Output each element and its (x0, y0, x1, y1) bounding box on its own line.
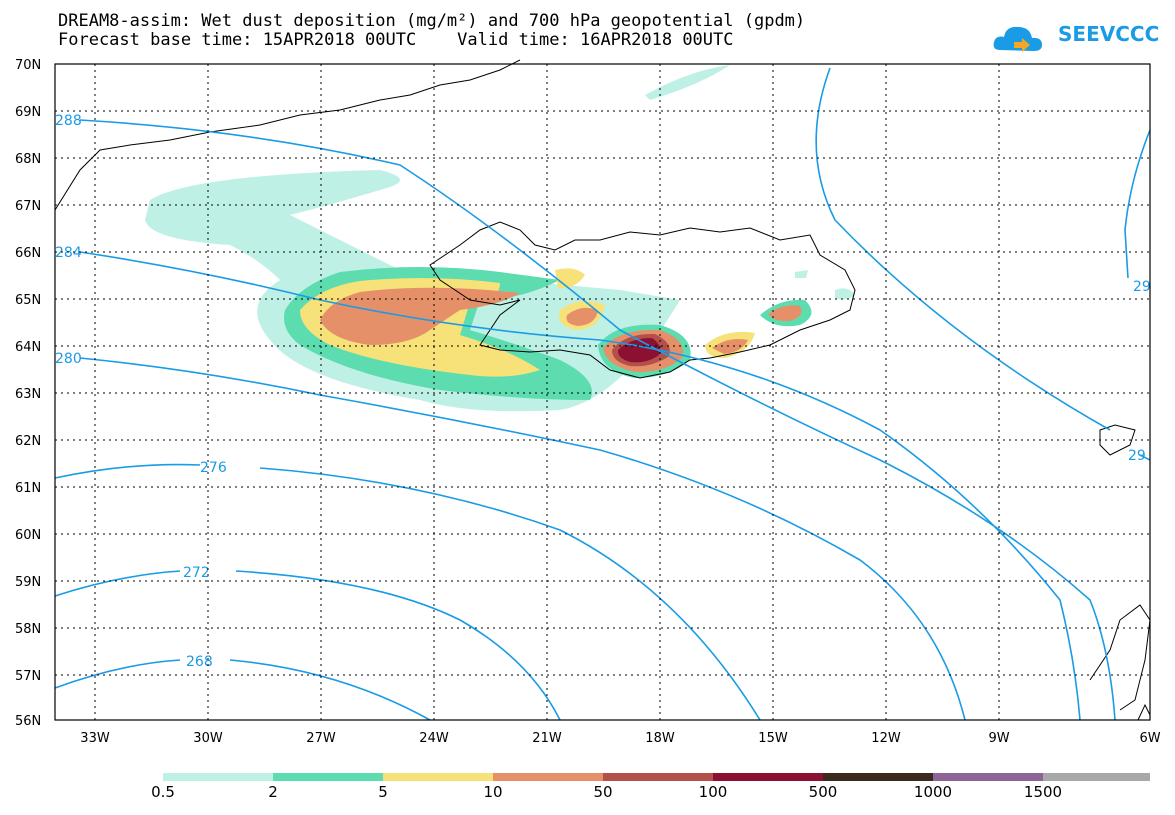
contour-label: 280 (55, 351, 82, 367)
colorbar-label: 100 (698, 783, 728, 801)
colorbar-swatch (823, 773, 933, 781)
lat-label: 59N (15, 575, 41, 590)
seevccc-logo (990, 18, 1150, 58)
lat-label: 69N (15, 105, 41, 120)
lat-label: 68N (15, 152, 41, 167)
colorbar-label: 50 (593, 783, 613, 801)
lat-label: 64N (15, 340, 41, 355)
colorbar-swatch (163, 773, 273, 781)
lat-label: 56N (15, 714, 41, 729)
lon-label: 15W (758, 731, 788, 746)
colorbar-swatch (933, 773, 1043, 781)
lon-label: 18W (645, 731, 675, 746)
contour-label: 276 (200, 460, 227, 476)
longitude-labels: 33W 30W 27W 24W 21W 18W 15W 12W 9W 6W (80, 731, 1160, 746)
graticule (55, 64, 1150, 720)
lat-label: 57N (15, 669, 41, 684)
colorbar-swatch (713, 773, 823, 781)
contour-label: 288 (55, 113, 82, 129)
title-line-2: Forecast base time: 15APR2018 00UTC Vali… (58, 30, 734, 50)
colorbar-swatch (493, 773, 603, 781)
lon-label: 30W (193, 731, 223, 746)
coastlines (54, 59, 1151, 721)
contour-labels: 288 284 280 276 272 268 29 29 (55, 113, 1151, 670)
contour-label: 29 (1128, 448, 1146, 464)
colorbar-swatch (273, 773, 383, 781)
colorbar-label: 1500 (1023, 783, 1063, 801)
lon-label: 33W (80, 731, 110, 746)
colorbar-label: 500 (808, 783, 838, 801)
contour-label: 268 (186, 654, 213, 670)
contour-label: 29 (1133, 279, 1151, 295)
cloud-logo-icon (993, 26, 1042, 52)
lon-label: 6W (1139, 731, 1160, 746)
geopotential-contours (54, 67, 1151, 721)
colorbar-label: 2 (268, 783, 278, 801)
lon-label: 12W (871, 731, 901, 746)
colorbar-swatch (1043, 773, 1150, 781)
lat-label: 58N (15, 622, 41, 637)
contour-label: 272 (183, 565, 210, 581)
colorbar-label: 10 (483, 783, 503, 801)
colorbar-swatch (383, 773, 493, 781)
lat-label: 62N (15, 434, 41, 449)
colorbar-label: 5 (378, 783, 388, 801)
lat-label: 63N (15, 387, 41, 402)
colorbar-swatch (603, 773, 713, 781)
lon-label: 9W (988, 731, 1009, 746)
logo-text: SEEVCCC (1058, 22, 1160, 46)
map-frame (54, 63, 1151, 721)
lat-label: 66N (15, 246, 41, 261)
contour-label: 284 (55, 245, 82, 261)
lat-label: 67N (15, 199, 41, 214)
dust-deposition-field (145, 65, 855, 412)
lat-label: 61N (15, 481, 41, 496)
colorbar-label: 0.5 (151, 783, 175, 801)
lon-label: 27W (306, 731, 336, 746)
colorbar-label: 1000 (913, 783, 953, 801)
lon-label: 21W (532, 731, 562, 746)
lon-label: 24W (419, 731, 449, 746)
lat-label: 65N (15, 293, 41, 308)
title-line-1: DREAM8-assim: Wet dust deposition (mg/m²… (58, 11, 806, 31)
latitude-labels: 70N 69N 68N 67N 66N 65N 64N 63N 62N 61N … (15, 58, 41, 729)
lat-label: 60N (15, 528, 41, 543)
lat-label: 70N (15, 58, 41, 73)
